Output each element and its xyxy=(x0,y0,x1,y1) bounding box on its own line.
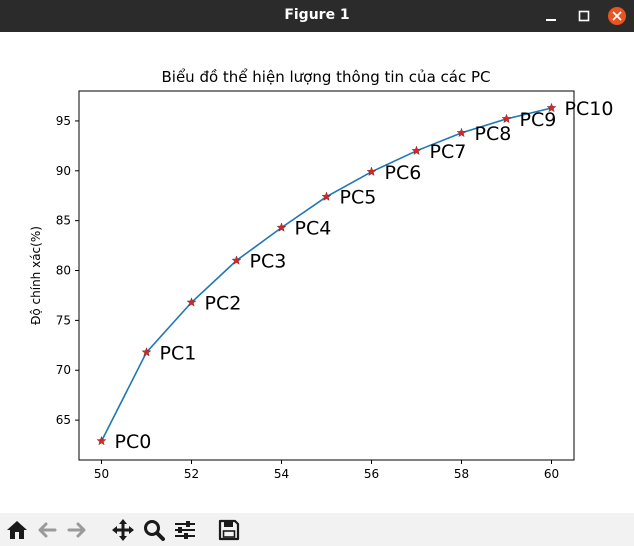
data-point xyxy=(276,222,287,232)
y-tick-label: 95 xyxy=(56,114,71,128)
data-point xyxy=(321,191,332,201)
y-tick-label: 65 xyxy=(56,413,71,427)
minimize-icon[interactable] xyxy=(541,6,561,26)
figure-canvas: Biểu đồ thể hiện lượng thông tin của các… xyxy=(0,32,634,512)
chart-title: Biểu đồ thể hiện lượng thông tin của các… xyxy=(161,68,490,86)
close-icon[interactable] xyxy=(607,6,627,26)
data-point xyxy=(141,347,152,357)
point-label: PC2 xyxy=(205,292,242,314)
y-tick-label: 75 xyxy=(56,313,71,327)
point-label: PC8 xyxy=(475,123,512,145)
point-label: PC4 xyxy=(295,218,332,240)
point-label: PC9 xyxy=(520,109,557,131)
point-label: PC10 xyxy=(565,98,614,120)
data-point xyxy=(231,255,242,265)
data-point xyxy=(366,166,377,176)
point-label: PC6 xyxy=(385,162,422,184)
window-titlebar: Figure 1 xyxy=(0,0,634,32)
y-tick-label: 90 xyxy=(56,164,71,178)
y-tick-label: 80 xyxy=(56,264,71,278)
x-tick-label: 54 xyxy=(274,467,289,481)
data-point xyxy=(501,113,512,124)
back-icon[interactable] xyxy=(34,517,60,543)
data-point xyxy=(456,127,467,138)
save-icon[interactable] xyxy=(216,517,242,543)
x-tick-label: 60 xyxy=(544,467,559,481)
data-point xyxy=(96,435,107,446)
maximize-icon[interactable] xyxy=(574,6,594,26)
point-label: PC7 xyxy=(430,141,467,163)
y-tick-label: 70 xyxy=(56,363,71,377)
line-chart: Biểu đồ thể hiện lượng thông tin của các… xyxy=(29,68,614,481)
data-point xyxy=(546,102,557,113)
point-label: PC3 xyxy=(250,251,287,273)
y-axis-label: Độ chính xác(%) xyxy=(29,226,43,325)
window-title: Figure 1 xyxy=(284,7,350,23)
x-tick-label: 56 xyxy=(364,467,379,481)
home-icon[interactable] xyxy=(4,517,30,543)
point-label: PC5 xyxy=(340,187,377,209)
point-label: PC0 xyxy=(115,431,152,453)
forward-icon[interactable] xyxy=(64,517,90,543)
x-tick-label: 50 xyxy=(94,467,109,481)
configure-subplots-icon[interactable] xyxy=(172,517,198,543)
series-markers xyxy=(96,102,557,446)
point-label: PC1 xyxy=(160,342,197,364)
zoom-icon[interactable] xyxy=(141,517,167,543)
axis-ticks: 50 52 54 56 58 60 65 70 75 80 85 90 95 xyxy=(56,114,559,481)
y-tick-label: 85 xyxy=(56,214,71,228)
series-line xyxy=(100,107,552,442)
pan-icon[interactable] xyxy=(110,517,136,543)
plot-frame xyxy=(78,90,575,461)
data-point xyxy=(186,297,197,307)
data-point xyxy=(411,145,422,156)
x-tick-label: 52 xyxy=(184,467,199,481)
navigation-toolbar xyxy=(0,513,634,546)
point-labels: PC0 PC1 PC2 PC3 PC4 PC5 PC6 PC7 PC8 PC9 PC10 xyxy=(115,98,614,453)
x-tick-label: 58 xyxy=(454,467,469,481)
